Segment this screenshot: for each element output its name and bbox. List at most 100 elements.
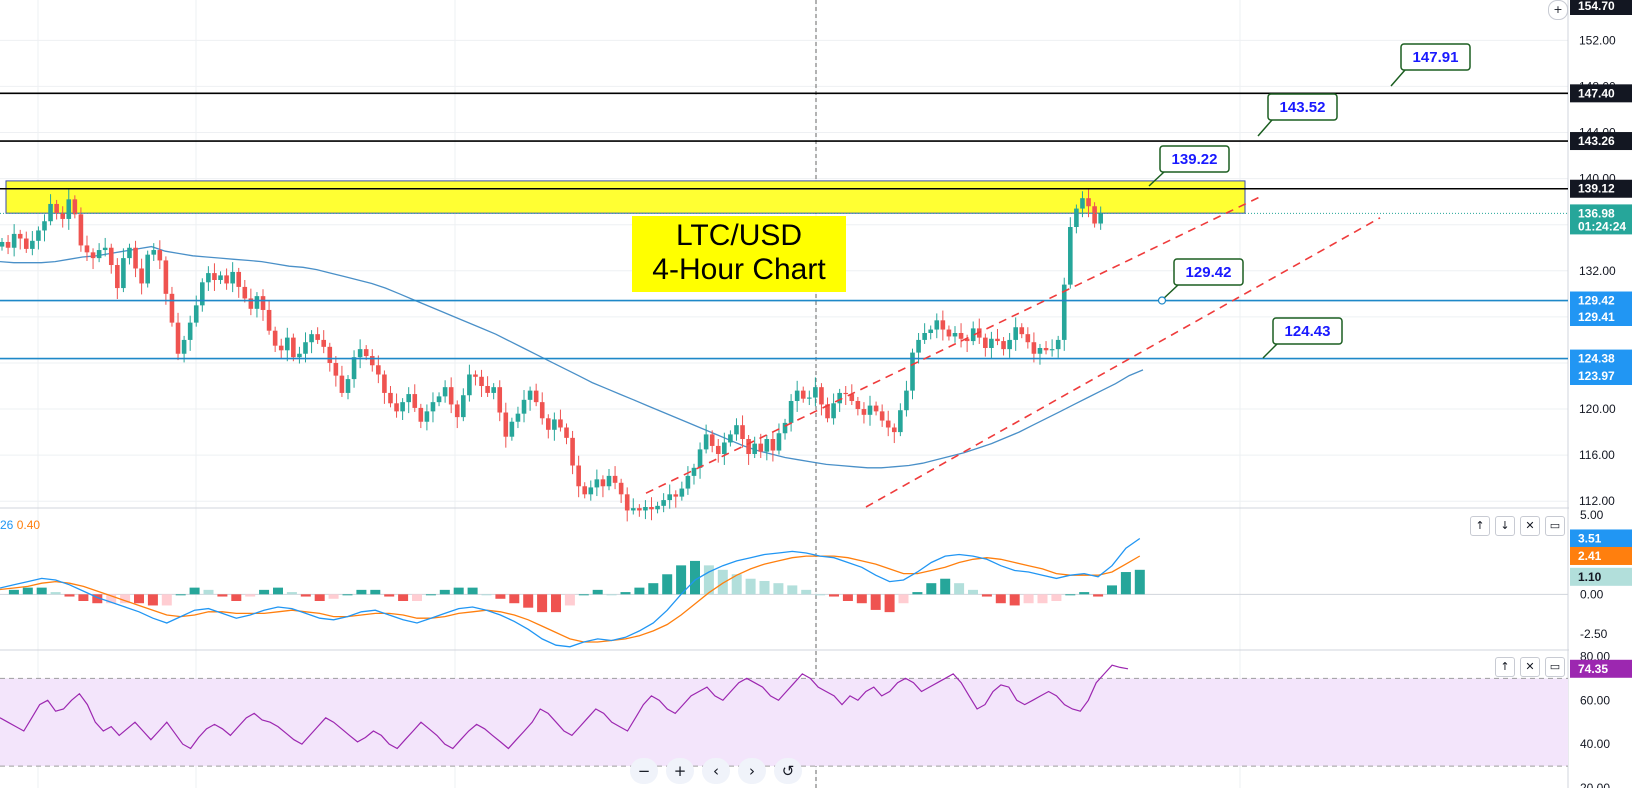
candle-body	[254, 296, 260, 309]
candle-body	[11, 233, 17, 248]
trend-channel[interactable]	[645, 195, 1381, 508]
candle-body	[151, 250, 157, 255]
rsi-close-button[interactable]: ✕	[1520, 657, 1540, 677]
price-callouts[interactable]: 147.91 143.52 139.22 129.42 124.43	[1148, 43, 1471, 359]
candle	[813, 377, 818, 407]
macd-move-up-button[interactable]: ↑	[1470, 516, 1490, 536]
macd-histogram-bar	[1079, 592, 1090, 595]
candle	[734, 418, 739, 441]
candle-body	[740, 425, 745, 440]
rsi-maximize-button[interactable]: ▭	[1545, 657, 1565, 677]
candle-body	[108, 247, 114, 266]
macd-tick-label: -2.50	[1580, 627, 1608, 641]
candle-body	[849, 394, 855, 401]
candle-body	[624, 494, 630, 511]
candle-body	[133, 247, 138, 269]
reset-chart-button[interactable]: ↺	[774, 758, 802, 784]
candle-body	[983, 337, 988, 348]
candle	[163, 256, 169, 305]
candle	[36, 226, 41, 250]
price-axis-tag-bg	[1570, 84, 1632, 103]
candle	[989, 331, 994, 359]
zoom-in-button[interactable]: +	[666, 758, 694, 784]
macd-close-button[interactable]: ✕	[1520, 516, 1540, 536]
candle-body	[491, 387, 496, 393]
macd-histogram-bar	[509, 594, 520, 604]
macd-histogram-bar	[147, 594, 158, 606]
candle	[42, 214, 47, 242]
candle	[485, 376, 490, 397]
candle-body	[746, 439, 751, 454]
zoom-out-button[interactable]: −	[630, 758, 658, 784]
candle	[879, 404, 885, 427]
candle	[1092, 202, 1097, 228]
scroll-right-button[interactable]: ›	[738, 758, 766, 784]
candle	[278, 338, 284, 359]
candle	[819, 383, 824, 416]
candle	[461, 388, 466, 422]
macd-histogram-bar	[50, 592, 61, 595]
add-indicator-icon[interactable]: +	[1548, 0, 1568, 20]
price-axis-tag-bg	[1570, 132, 1632, 151]
candle	[187, 315, 193, 351]
candle	[637, 504, 642, 517]
price-axis[interactable]: 152.00148.00144.00140.00136.00132.00128.…	[1569, 0, 1634, 788]
candle	[685, 466, 691, 495]
candle-body	[934, 320, 940, 330]
candle-body	[1037, 347, 1043, 354]
macd-histogram-bar	[870, 594, 881, 610]
candle-body	[382, 374, 387, 393]
level-anchor-point	[1157, 296, 1167, 305]
candle-body	[813, 387, 818, 398]
macd-move-down-button[interactable]: ↓	[1495, 516, 1515, 536]
rsi-move-up-button[interactable]: ↑	[1495, 657, 1515, 677]
candle-body	[78, 214, 84, 246]
macd-histogram-bar	[356, 589, 367, 595]
macd-histogram-bar	[954, 583, 965, 595]
candle	[206, 266, 211, 291]
candle	[1043, 341, 1049, 355]
candle-body	[685, 475, 691, 489]
candle	[139, 258, 144, 295]
macd-histogram-bar	[1120, 572, 1131, 595]
macd-histogram-bar	[759, 580, 770, 595]
macd-histogram-bar	[273, 587, 283, 595]
candle-body	[588, 487, 594, 495]
macd-histogram-bar	[606, 594, 617, 596]
candle	[303, 332, 308, 363]
candle-body	[454, 404, 460, 418]
price-callout: 147.91	[1390, 43, 1471, 87]
candle	[218, 271, 223, 285]
macd-maximize-button[interactable]: ▭	[1545, 516, 1565, 536]
candle-body	[618, 482, 624, 495]
candle-body	[637, 508, 642, 511]
price-axis-tag: 147.40	[1570, 84, 1632, 103]
rsi-line	[0, 664, 1129, 750]
price-axis-tag-text: 123.97	[1578, 369, 1615, 383]
candle-body	[946, 329, 952, 337]
price-axis-tag-bg	[1570, 179, 1632, 198]
candle-body	[521, 399, 527, 414]
macd-value-tag-bg	[1570, 546, 1632, 565]
price-axis-tag-bg	[1570, 291, 1632, 310]
candle	[1098, 206, 1103, 230]
macd-value-tag-bg	[1570, 529, 1632, 548]
candle-body	[333, 362, 339, 376]
macd-histogram-bar	[259, 589, 270, 595]
candle-body	[473, 374, 478, 377]
candle-body	[552, 419, 557, 430]
scroll-left-button[interactable]: ‹	[702, 758, 730, 784]
horizontal-levels[interactable]	[0, 92, 1568, 360]
callout-box	[1272, 317, 1343, 345]
candle-body	[23, 238, 29, 249]
candle	[424, 404, 430, 431]
candle	[115, 258, 120, 300]
candle-body	[224, 275, 229, 284]
candle	[582, 482, 588, 499]
candle-body	[90, 252, 96, 259]
price-axis-tag-bg	[1570, 0, 1632, 15]
candle-body	[303, 342, 308, 354]
macd-value-tag-text: 2.41	[1578, 549, 1602, 563]
price-tick-label: 116.00	[1579, 448, 1615, 462]
